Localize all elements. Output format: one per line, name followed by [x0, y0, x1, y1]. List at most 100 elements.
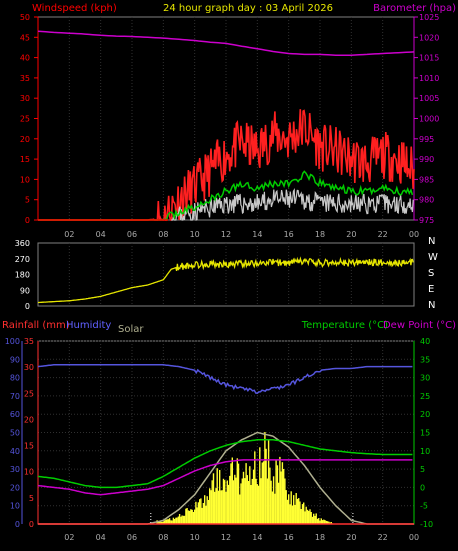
direction-y-tick-label: 270	[15, 255, 30, 264]
wind-panel-x-tick-label: 14	[252, 230, 262, 239]
humidity-y-tick-label: 30	[10, 465, 20, 474]
rain-panel-x-tick-label: 16	[284, 533, 294, 542]
rainfall-y-tick-label: 15	[24, 442, 34, 451]
wind-y-tick-label: 35	[20, 74, 30, 83]
temperature-y-tick-label: 15	[420, 429, 430, 438]
temperature-y-tick-label: -5	[420, 502, 428, 511]
humidity-y-tick-label: 10	[10, 502, 20, 511]
wind-panel-x-tick-label: 20	[346, 230, 356, 239]
barometer-y-tick-label: 1000	[419, 115, 439, 124]
wind-panel-x-tick-label: 18	[315, 230, 325, 239]
rainfall-y-tick-label: 30	[24, 363, 34, 372]
barometer-y-tick-label: 990	[419, 155, 434, 164]
wind-barometer-panel: 0510152025303540455097598098599099510001…	[20, 13, 440, 239]
barometer-y-tick-label: 1025	[419, 13, 439, 22]
rainfall-y-tick-label: 25	[24, 389, 34, 398]
wind-panel-x-tick-label: 10	[190, 230, 200, 239]
temperature-y-tick-label: 20	[420, 410, 430, 419]
rain-humidity-temperature-panel: 010203040506070809010005101520253035-10-…	[5, 337, 433, 542]
rain-panel-x-tick-label: 12	[221, 533, 231, 542]
temperature-y-tick-label: -10	[420, 520, 433, 529]
barometer-y-tick-label: 995	[419, 135, 434, 144]
wind-panel-x-tick-label: 00	[409, 230, 419, 239]
dewpoint-axis-title: Dew Point (°C)	[383, 320, 456, 331]
rain-panel-x-tick-label: 14	[252, 533, 262, 542]
wind-y-tick-label: 20	[20, 135, 30, 144]
humidity-y-tick-label: 100	[5, 337, 20, 346]
chart-title: 24 hour graph day : 03 April 2026	[163, 3, 333, 14]
humidity-y-tick-label: 50	[10, 429, 20, 438]
direction-compass-label: N	[428, 236, 435, 247]
direction-compass-label: W	[428, 252, 438, 263]
humidity-y-tick-label: 0	[15, 520, 20, 529]
wind-y-tick-label: 40	[20, 54, 30, 63]
direction-compass-label: N	[428, 300, 435, 311]
barometer-y-tick-label: 1015	[419, 54, 439, 63]
barometer-axis-title: Barometer (hpa)	[373, 3, 456, 14]
humidity-y-tick-label: 80	[10, 374, 20, 383]
rain-panel-x-tick-label: 02	[64, 533, 74, 542]
wind-panel-x-tick-label: 02	[64, 230, 74, 239]
rainfall-y-tick-label: 20	[24, 415, 34, 424]
humidity-y-tick-label: 20	[10, 483, 20, 492]
rain-panel-x-tick-label: 08	[158, 533, 168, 542]
temperature-y-tick-label: 30	[420, 374, 430, 383]
windspeed-axis-title: Windspeed (kph)	[32, 3, 117, 14]
temperature-y-tick-label: 0	[420, 483, 425, 492]
wind-y-tick-label: 45	[20, 33, 30, 42]
humidity-y-tick-label: 70	[10, 392, 20, 401]
wind-y-tick-label: 0	[25, 216, 30, 225]
barometer-y-tick-label: 1020	[419, 33, 439, 42]
wind-y-tick-label: 30	[20, 94, 30, 103]
rainfall-y-tick-label: 10	[24, 468, 34, 477]
temperature-y-tick-label: 5	[420, 465, 425, 474]
wind-y-tick-label: 15	[20, 155, 30, 164]
direction-y-tick-label: 90	[20, 286, 30, 295]
barometer-y-tick-label: 985	[419, 175, 434, 184]
humidity-axis-title: Humidity	[66, 320, 111, 331]
wind-y-tick-label: 25	[20, 115, 30, 124]
solar-axis-title: Solar	[118, 324, 144, 335]
rain-panel-x-tick-label: 04	[96, 533, 106, 542]
wind-panel-x-tick-label: 06	[127, 230, 137, 239]
rainfall-y-tick-label: 0	[29, 520, 34, 529]
wind-panel-x-tick-label: 04	[96, 230, 106, 239]
rainfall-y-tick-label: 35	[24, 337, 34, 346]
direction-compass-label: S	[428, 268, 434, 279]
wind-direction-line	[38, 256, 414, 304]
wind-panel-x-tick-label: 12	[221, 230, 231, 239]
rainfall-axis-title: Rainfall (mm)	[2, 320, 70, 331]
temperature-y-tick-label: 35	[420, 355, 430, 364]
barometer-y-tick-label: 975	[419, 216, 434, 225]
wind-panel-x-tick-label: 16	[284, 230, 294, 239]
humidity-line	[37, 364, 413, 394]
humidity-y-tick-label: 40	[10, 447, 20, 456]
wind-y-tick-label: 10	[20, 175, 30, 184]
direction-y-tick-label: 0	[25, 302, 30, 311]
temperature-y-tick-label: 25	[420, 392, 430, 401]
rain-panel-x-tick-label: 22	[378, 533, 388, 542]
direction-y-tick-label: 180	[15, 271, 30, 280]
temperature-y-tick-label: 10	[420, 447, 430, 456]
barometer-y-tick-label: 1005	[419, 94, 439, 103]
wind-panel-x-tick-label: 22	[378, 230, 388, 239]
rain-panel-x-tick-label: 18	[315, 533, 325, 542]
temperature-line	[37, 439, 413, 489]
temperature-axis-title: Temperature (°C)	[301, 320, 388, 331]
barometer-y-tick-label: 980	[419, 196, 434, 205]
dewpoint-line	[37, 459, 413, 496]
rainfall-y-tick-label: 5	[29, 494, 34, 503]
humidity-y-tick-label: 60	[10, 410, 20, 419]
wind-y-tick-label: 50	[20, 13, 30, 22]
wind-y-tick-label: 5	[25, 196, 30, 205]
barometer-y-tick-label: 1010	[419, 74, 439, 83]
rain-panel-x-tick-label: 10	[190, 533, 200, 542]
rain-panel-x-tick-label: 00	[409, 533, 419, 542]
temperature-y-tick-label: 40	[420, 337, 430, 346]
humidity-y-tick-label: 90	[10, 355, 20, 364]
barometer-line	[37, 30, 415, 56]
rain-panel-x-tick-label: 06	[127, 533, 137, 542]
